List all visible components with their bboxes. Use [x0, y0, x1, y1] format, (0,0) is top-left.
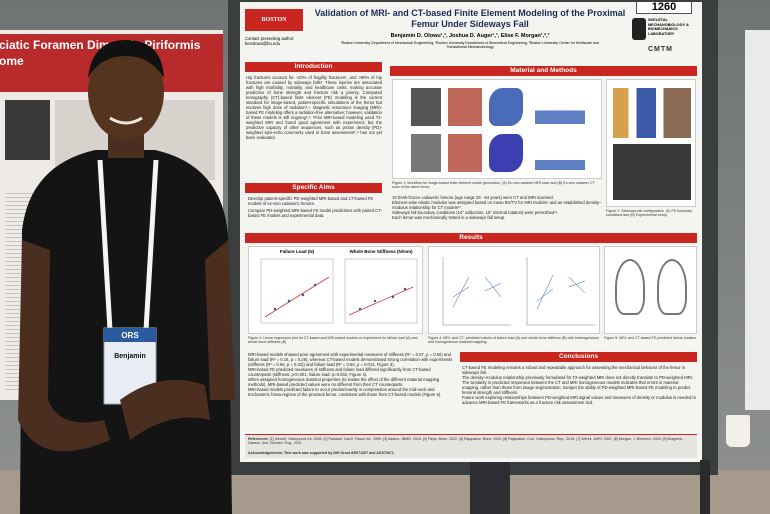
fit-line — [348, 286, 414, 316]
fit-line — [264, 276, 330, 318]
left-arm — [18, 240, 110, 452]
right-poster — [745, 30, 770, 410]
conclusion-item: The similarity in predicted responses be… — [462, 380, 691, 395]
hands — [120, 380, 210, 440]
result-item: When assigned homogeneous material prope… — [248, 377, 440, 387]
hair — [88, 40, 164, 78]
lab-name: SKELETAL MECHANOBIOLOGY & BIOMECHANICS L… — [648, 18, 689, 36]
figure-1 — [392, 79, 602, 179]
conclusion-item: CT-based FE modeling remains a robust an… — [462, 365, 686, 375]
femur-ct — [615, 259, 645, 315]
paper-cup — [726, 415, 750, 447]
aim-item: Develop patient-specific PD-weighted MRI… — [248, 196, 374, 206]
methods-list: 10 fresh-frozen cadaveric femora (age ra… — [392, 195, 602, 220]
center-logo: CMTM — [648, 46, 673, 53]
left-poster-image — [5, 100, 50, 160]
contact-email: benolowu@bu.edu — [245, 41, 280, 46]
method-item: Sideways fall boundary conditions (10° a… — [392, 210, 559, 215]
aims-list: Develop patient-specific PD-weighted MRI… — [248, 196, 382, 218]
figure-caption: Figure 5: MRI- and CT-based FE-predicted… — [604, 336, 697, 340]
mri-segment — [448, 88, 482, 126]
results-list: MRI-based models showed poor agreement w… — [248, 352, 453, 430]
head — [88, 44, 164, 140]
ct-histogram — [535, 136, 585, 170]
chart-title: Whole Bone Stiffness (N/mm) — [349, 249, 413, 254]
badge-org: ORS — [121, 331, 139, 340]
regression-plots — [260, 258, 418, 324]
references: References: [1] Johnell, Osteoporos Int,… — [248, 437, 694, 446]
badge-name: Benjamin — [114, 353, 146, 360]
right-arm — [205, 240, 235, 400]
points — [273, 283, 407, 311]
ct-mesh — [489, 134, 523, 172]
figure-caption: Figure 3: Linear regression plot for CT-… — [248, 336, 418, 345]
section-heading: Results — [245, 233, 697, 243]
background-person — [470, 462, 510, 514]
comparison-plots — [442, 257, 595, 326]
paired-lines — [452, 274, 586, 310]
left-poster-title-end: ome — [0, 54, 24, 68]
title-line: Femur Under Sideways Fall — [411, 19, 529, 29]
figure-3: Failure Load (N) Whole Bone Stiffness (N… — [248, 246, 423, 334]
result-item: MRI-based models showed poor agreement w… — [248, 352, 453, 367]
poster-number: 1260 — [636, 2, 692, 14]
plot-frame — [344, 258, 418, 324]
method-item: 10 fresh-frozen cadaveric femora (age ra… — [392, 195, 554, 200]
title-part: Piriformis — [144, 38, 201, 52]
plot-frame — [260, 258, 334, 324]
contact: Contact presenting author: benolowu@bu.ed… — [245, 36, 335, 46]
lanyard — [97, 159, 159, 331]
conclusion-item: The density–modulus relationship previou… — [462, 375, 694, 380]
method-item: Each femur was mechanically tested in a … — [392, 215, 506, 220]
affiliations: ¹Boston University Department of Mechani… — [340, 41, 600, 50]
title-line: Validation of MRI- and CT-based Finite E… — [314, 8, 626, 18]
method-item: Element-wise elastic modulus was assigne… — [392, 200, 602, 210]
mri-image — [411, 88, 441, 126]
university-logo: BOSTON UNIVERSITY — [245, 9, 303, 31]
badge-header — [104, 328, 156, 342]
poster-title: Validation of MRI- and CT-based Finite E… — [310, 8, 630, 30]
figure-5 — [604, 246, 697, 334]
easel-leg — [700, 460, 710, 514]
intro-text: Hip fractures account for ~20% of fragil… — [246, 75, 382, 140]
conclusion-item: Future work exploring relationships betw… — [462, 395, 696, 405]
mri-histogram — [535, 90, 585, 124]
figure-caption: Figure 2: Sideways fall configuration. (… — [606, 209, 693, 218]
person: ORS Benjamin — [18, 40, 235, 514]
references-text: [1] Johnell, Osteoporos Int, 2006. [2] P… — [248, 437, 684, 446]
axes — [442, 257, 595, 326]
experiment-photo — [613, 144, 691, 200]
chart-title: Failure Load (N) — [279, 249, 315, 254]
result-item: MRI-based FE predicted measures of stiff… — [248, 367, 431, 377]
smile — [109, 116, 143, 125]
result-item: MRI-based models predicted failure to oc… — [248, 387, 442, 397]
figure-2 — [606, 79, 696, 207]
section-heading: Specific Aims — [245, 183, 382, 193]
figure-4 — [428, 246, 600, 334]
figure-caption: Figure 1: Workflow for image-based finit… — [392, 181, 595, 190]
authors: Benjamin D. Olowu¹,³, Joshua D. Auger¹,³… — [390, 33, 550, 39]
section-heading: Material and Methods — [390, 66, 697, 76]
references-box: References: [1] Johnell, Osteoporos Int,… — [245, 434, 697, 458]
lab-icon — [632, 18, 646, 40]
figure-caption: Figure 4: MRI- and CT- predicted values … — [428, 336, 599, 345]
references-label: References: — [248, 437, 269, 441]
aim-item: Compare PD-weighted MRI-based FE model p… — [248, 208, 382, 218]
main-poster: BOSTON UNIVERSITY Contact presenting aut… — [240, 2, 702, 462]
ct-image — [411, 134, 441, 172]
section-heading: Conclusions — [460, 352, 697, 362]
mri-mesh — [489, 88, 523, 126]
fe-boundary — [613, 88, 691, 138]
ct-segment — [448, 134, 482, 172]
contact-label: Contact presenting author: — [245, 36, 295, 41]
conclusions-list: CT-based FE modeling remains a robust an… — [462, 365, 696, 431]
femur-mri — [657, 259, 687, 315]
section-heading: Introduction — [245, 62, 382, 72]
acknowledgements: Acknowledgements: This work was supporte… — [248, 451, 395, 455]
